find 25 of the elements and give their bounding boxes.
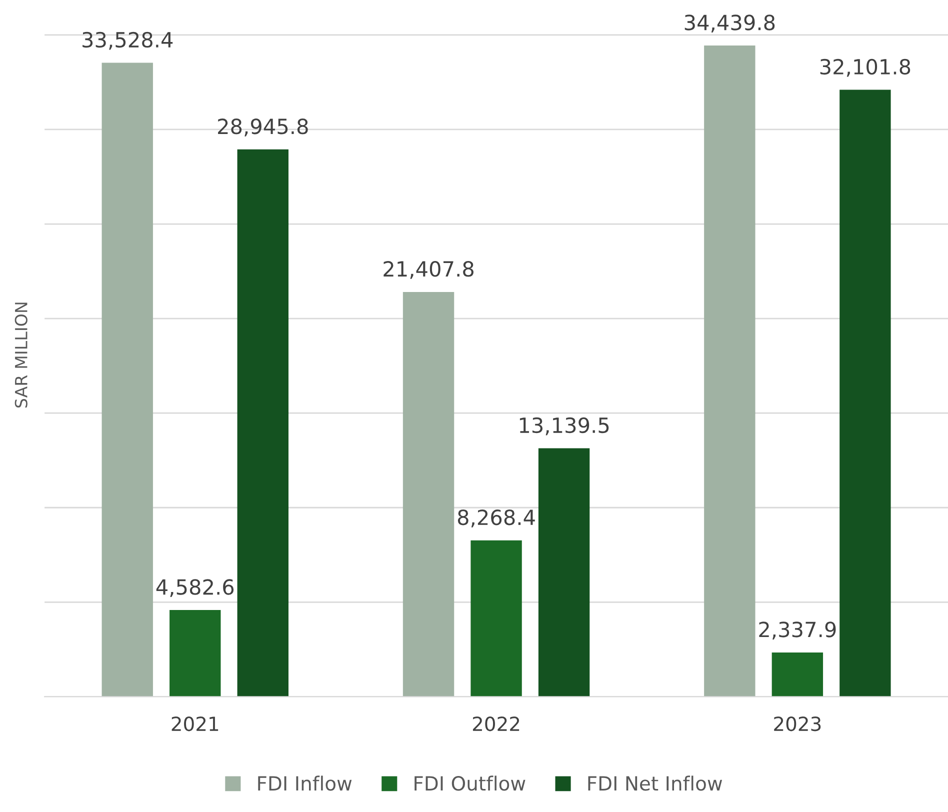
y-axis-title: SAR MILLION	[14, 302, 28, 408]
data-label: 28,945.8	[218, 118, 308, 136]
bar	[402, 292, 454, 697]
bar	[704, 46, 756, 697]
data-label: 4,582.6	[156, 579, 234, 598]
x-tick-label: 2023	[774, 716, 821, 732]
data-label: 34,439.8	[684, 14, 775, 33]
bar	[170, 610, 221, 697]
legend-label: FDI Outflow	[414, 776, 526, 791]
data-label: 8,268.4	[458, 509, 535, 528]
legend-label: FDI Inflow	[258, 776, 352, 791]
legend-label: FDI Net Inflow	[588, 776, 722, 791]
data-label: 33,528.4	[82, 32, 173, 50]
data-label: 2,337.9	[759, 622, 836, 640]
data-label: 21,407.8	[384, 261, 474, 279]
x-tick-label: 2021	[172, 716, 218, 732]
bar	[840, 90, 891, 697]
data-label: 13,139.5	[520, 417, 609, 436]
data-label: 32,101.8	[820, 58, 910, 77]
bar	[772, 652, 824, 697]
bar	[102, 62, 153, 697]
bar	[538, 448, 590, 697]
bar	[470, 540, 522, 697]
bar	[237, 149, 288, 697]
x-tick-label: 2022	[472, 716, 520, 732]
